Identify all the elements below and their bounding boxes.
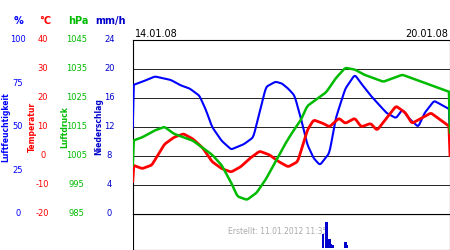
Text: %: % [13, 16, 23, 26]
Text: 1045: 1045 [66, 36, 87, 44]
Text: 985: 985 [68, 209, 85, 218]
Text: 10: 10 [37, 122, 48, 132]
Text: -20: -20 [36, 209, 50, 218]
Bar [330, 244, 332, 248]
Text: Niederschlag: Niederschlag [94, 98, 104, 155]
Text: 1015: 1015 [66, 122, 87, 132]
Text: Temperatur: Temperatur [28, 102, 37, 152]
Text: mm/h: mm/h [95, 16, 126, 26]
Text: 25: 25 [13, 166, 23, 175]
Text: °C: °C [39, 16, 51, 26]
Text: 14.01.08: 14.01.08 [135, 29, 178, 39]
Text: 50: 50 [13, 122, 23, 132]
Text: 995: 995 [68, 180, 85, 189]
Bar [331, 245, 334, 248]
Text: 20: 20 [37, 94, 48, 102]
Text: hPa: hPa [68, 16, 89, 26]
Text: 1025: 1025 [66, 94, 87, 102]
Text: -10: -10 [36, 180, 50, 189]
Text: Luftfeuchtigkeit: Luftfeuchtigkeit [1, 92, 10, 162]
Text: 20.01.08: 20.01.08 [405, 29, 448, 39]
Bar [344, 242, 346, 248]
Text: 4: 4 [107, 180, 112, 189]
Text: Luftdruck: Luftdruck [61, 106, 70, 148]
Text: 20: 20 [104, 64, 115, 74]
Bar [328, 240, 331, 248]
Bar [325, 222, 328, 248]
Text: 16: 16 [104, 94, 115, 102]
Text: 0: 0 [15, 209, 21, 218]
Bar [322, 234, 324, 248]
Text: 75: 75 [13, 79, 23, 88]
Text: 1035: 1035 [66, 64, 87, 74]
Text: 100: 100 [10, 36, 26, 44]
Text: 12: 12 [104, 122, 115, 132]
Bar [346, 245, 348, 248]
Text: 40: 40 [37, 36, 48, 44]
Text: 1005: 1005 [66, 151, 87, 160]
Text: 30: 30 [37, 64, 48, 74]
Text: Erstellt: 11.01.2012 11:35: Erstellt: 11.01.2012 11:35 [228, 228, 327, 236]
Text: 0: 0 [40, 151, 45, 160]
Text: 0: 0 [107, 209, 112, 218]
Text: 24: 24 [104, 36, 115, 44]
Text: 8: 8 [107, 151, 112, 160]
